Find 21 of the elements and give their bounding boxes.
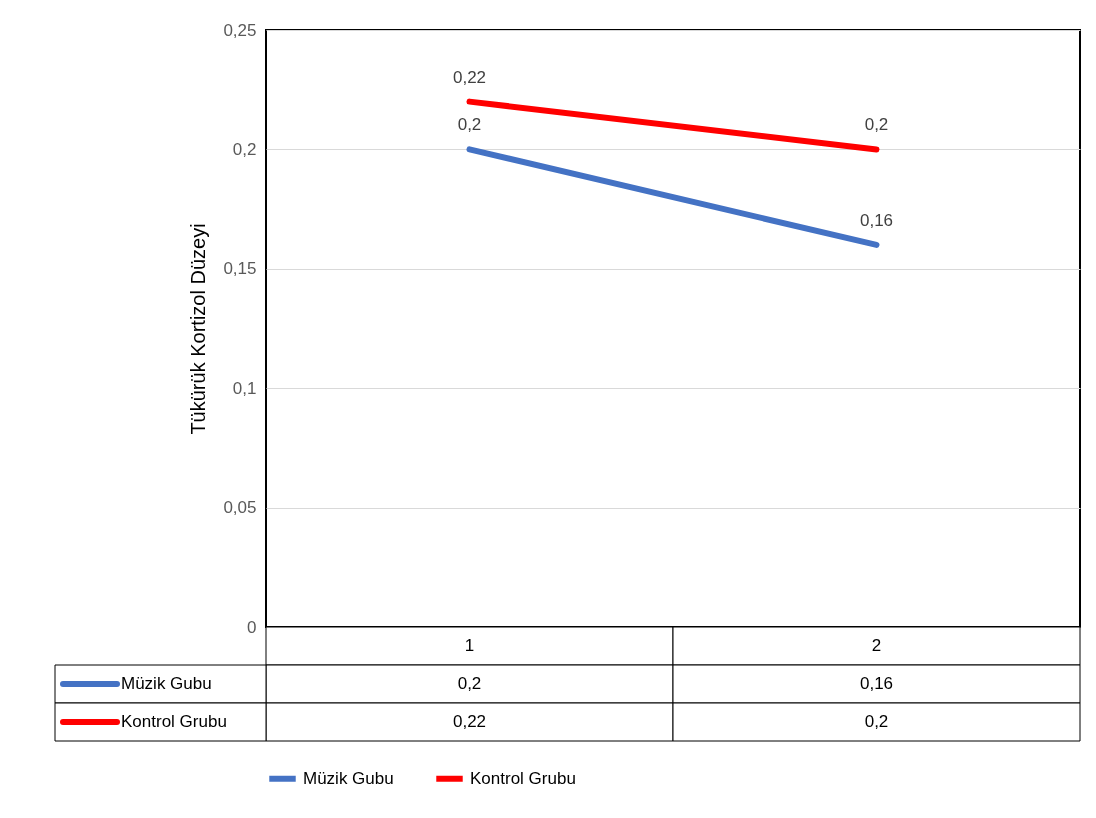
text: Müzik Gubu bbox=[303, 768, 394, 788]
x-tick-label: 1 bbox=[464, 636, 475, 655]
data-label: 0,2 bbox=[864, 712, 889, 731]
text: 0,2 bbox=[457, 115, 482, 135]
text: Kontrol Grubu bbox=[470, 768, 576, 788]
x-tick-label: 2 bbox=[871, 636, 882, 655]
y-tick-label: 0,15 bbox=[223, 259, 257, 279]
y-tick-label: 0,1 bbox=[232, 378, 257, 398]
text: 0,22 bbox=[452, 67, 487, 87]
data-label: 0,22 bbox=[452, 712, 487, 731]
legend-label: Kontrol Grubu bbox=[121, 712, 227, 731]
y-tick-label: 0,2 bbox=[232, 139, 257, 159]
y-tick-label: 0,05 bbox=[223, 498, 257, 518]
legend-label: Müzik Gubu bbox=[121, 674, 212, 693]
y-tick-label: 0,25 bbox=[223, 20, 257, 40]
text: 0,2 bbox=[864, 115, 889, 135]
y-axis-title: Tükürük Kortizol Düzeyi bbox=[187, 223, 210, 435]
text: 0,16 bbox=[859, 210, 894, 230]
y-tick-label: 0 bbox=[247, 617, 257, 637]
data-label: 0,16 bbox=[859, 674, 894, 693]
data-label: 0,2 bbox=[457, 674, 482, 693]
